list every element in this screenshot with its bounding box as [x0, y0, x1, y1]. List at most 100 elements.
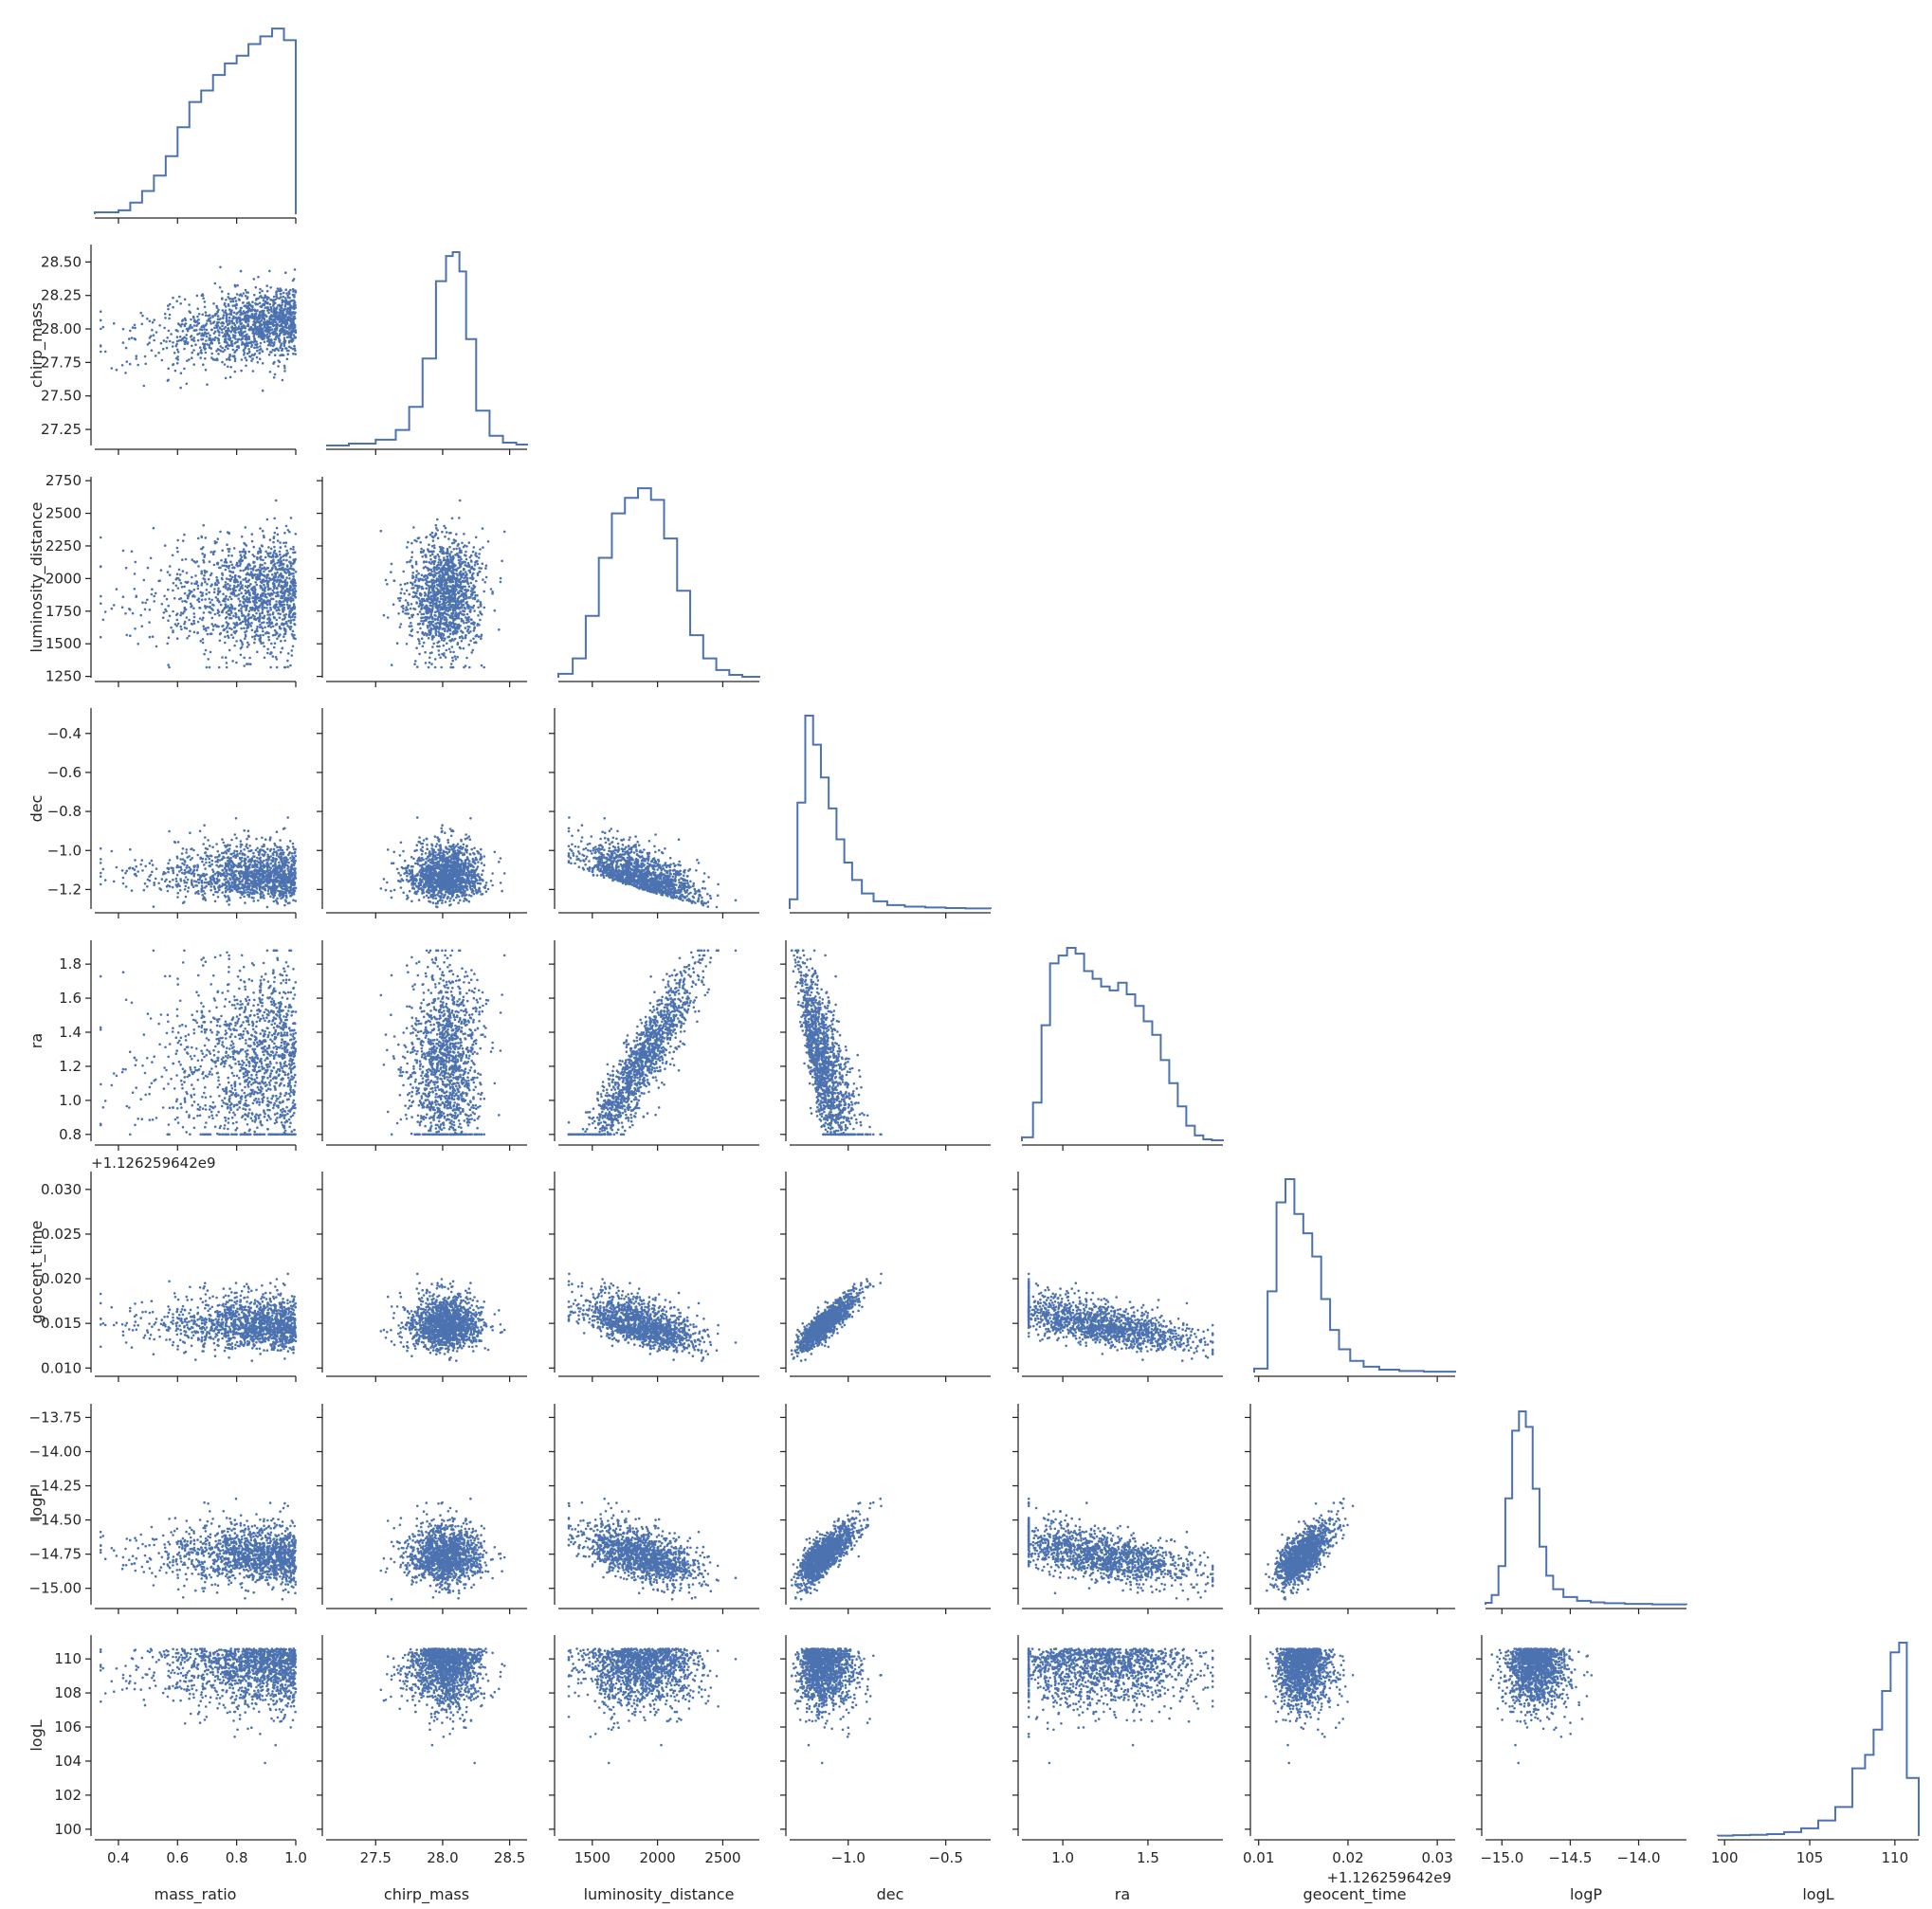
scatter-point	[126, 360, 129, 363]
scatter-point	[155, 355, 157, 357]
scatter-point	[131, 336, 134, 339]
scatter-point	[229, 300, 232, 303]
scatter-point	[226, 358, 228, 361]
scatter-point	[161, 359, 164, 362]
scatter-point	[179, 336, 182, 338]
scatter-point	[206, 383, 209, 386]
scatter-point	[227, 347, 229, 350]
scatter-point	[137, 364, 139, 367]
scatter-point	[228, 317, 231, 319]
scatter-point	[202, 363, 205, 366]
scatter-point	[206, 336, 209, 338]
scatter-point	[294, 301, 297, 304]
scatter-point	[183, 368, 186, 371]
scatter-point	[174, 370, 177, 373]
scatter-point	[233, 312, 236, 315]
scatter-point	[165, 340, 168, 343]
scatter-point	[134, 327, 137, 330]
scatter-point	[266, 333, 269, 336]
scatter-point	[178, 296, 181, 299]
scatter-point	[211, 316, 214, 318]
scatter-point	[227, 366, 229, 369]
scatter-point	[182, 330, 185, 333]
scatter-point	[111, 367, 114, 370]
scatter-point	[284, 347, 287, 350]
scatter-point	[155, 331, 158, 334]
scatter-point	[276, 297, 279, 300]
scatter-point	[218, 334, 221, 336]
scatter-point	[274, 354, 277, 356]
scatter-point	[223, 314, 226, 317]
scatter-point	[180, 372, 183, 374]
scatter-point	[290, 317, 293, 319]
scatter-point	[196, 333, 199, 336]
scatter-point	[141, 323, 144, 326]
scatter-point	[204, 300, 207, 303]
scatter-point	[146, 318, 149, 320]
scatter-point	[267, 312, 270, 315]
scatter-point	[251, 317, 254, 319]
scatter-point	[210, 322, 212, 325]
scatter-point	[204, 306, 207, 309]
scatter-point	[212, 302, 215, 305]
scatter-point	[243, 292, 246, 295]
scatter-point	[225, 299, 228, 301]
scatter-point	[259, 311, 262, 314]
scatter-point	[180, 325, 183, 328]
scatter-point	[235, 307, 238, 310]
scatter-point	[198, 322, 201, 325]
scatter-point	[250, 359, 253, 362]
scatter-point	[228, 339, 231, 342]
scatter-point	[193, 324, 196, 327]
scatter-point	[259, 292, 262, 295]
scatter-point	[162, 348, 165, 351]
scatter-point	[254, 318, 257, 321]
scatter-point	[228, 293, 230, 296]
scatter-point	[163, 339, 166, 342]
scatter-point	[192, 349, 195, 352]
scatter-point	[268, 270, 271, 273]
scatter-point	[182, 337, 185, 340]
scatter-point	[224, 303, 227, 306]
scatter-point	[194, 343, 197, 346]
scatter-point	[245, 289, 247, 292]
scatter-point	[205, 314, 208, 317]
scatter-point	[257, 361, 260, 364]
scatter-point	[184, 325, 187, 328]
scatter-point	[265, 284, 268, 287]
scatter-point	[262, 362, 264, 365]
scatter-point	[282, 379, 284, 382]
scatter-point	[168, 330, 171, 333]
scatter-point	[273, 376, 276, 379]
scatter-point	[122, 328, 125, 331]
scatter-point	[259, 288, 262, 291]
scatter-point	[184, 318, 187, 320]
scatter-point	[232, 300, 235, 303]
scatter-point	[122, 341, 125, 344]
scatter-point	[176, 336, 179, 338]
scatter-point	[257, 276, 260, 279]
scatter-point	[172, 341, 174, 344]
scatter-point	[251, 332, 254, 335]
scatter-point	[293, 300, 296, 302]
scatter-point	[217, 353, 220, 355]
scatter-point	[259, 352, 262, 355]
scatter-point	[139, 312, 142, 315]
scatter-point	[287, 350, 290, 353]
scatter-point	[169, 340, 172, 343]
scatter-point	[168, 318, 171, 320]
scatter-point	[205, 311, 208, 314]
scatter-point	[284, 297, 287, 300]
scatter-point	[231, 298, 234, 300]
scatter-point	[247, 348, 250, 351]
scatter-point	[285, 324, 288, 327]
scatter-point	[169, 314, 172, 317]
scatter-point	[259, 301, 262, 304]
scatter-point	[144, 355, 147, 358]
scatter-point	[246, 302, 249, 305]
scatter-point	[264, 300, 267, 303]
scatter-point	[191, 345, 193, 348]
scatter-point	[226, 341, 228, 344]
scatter-point	[136, 355, 138, 357]
scatter-point	[164, 317, 167, 319]
